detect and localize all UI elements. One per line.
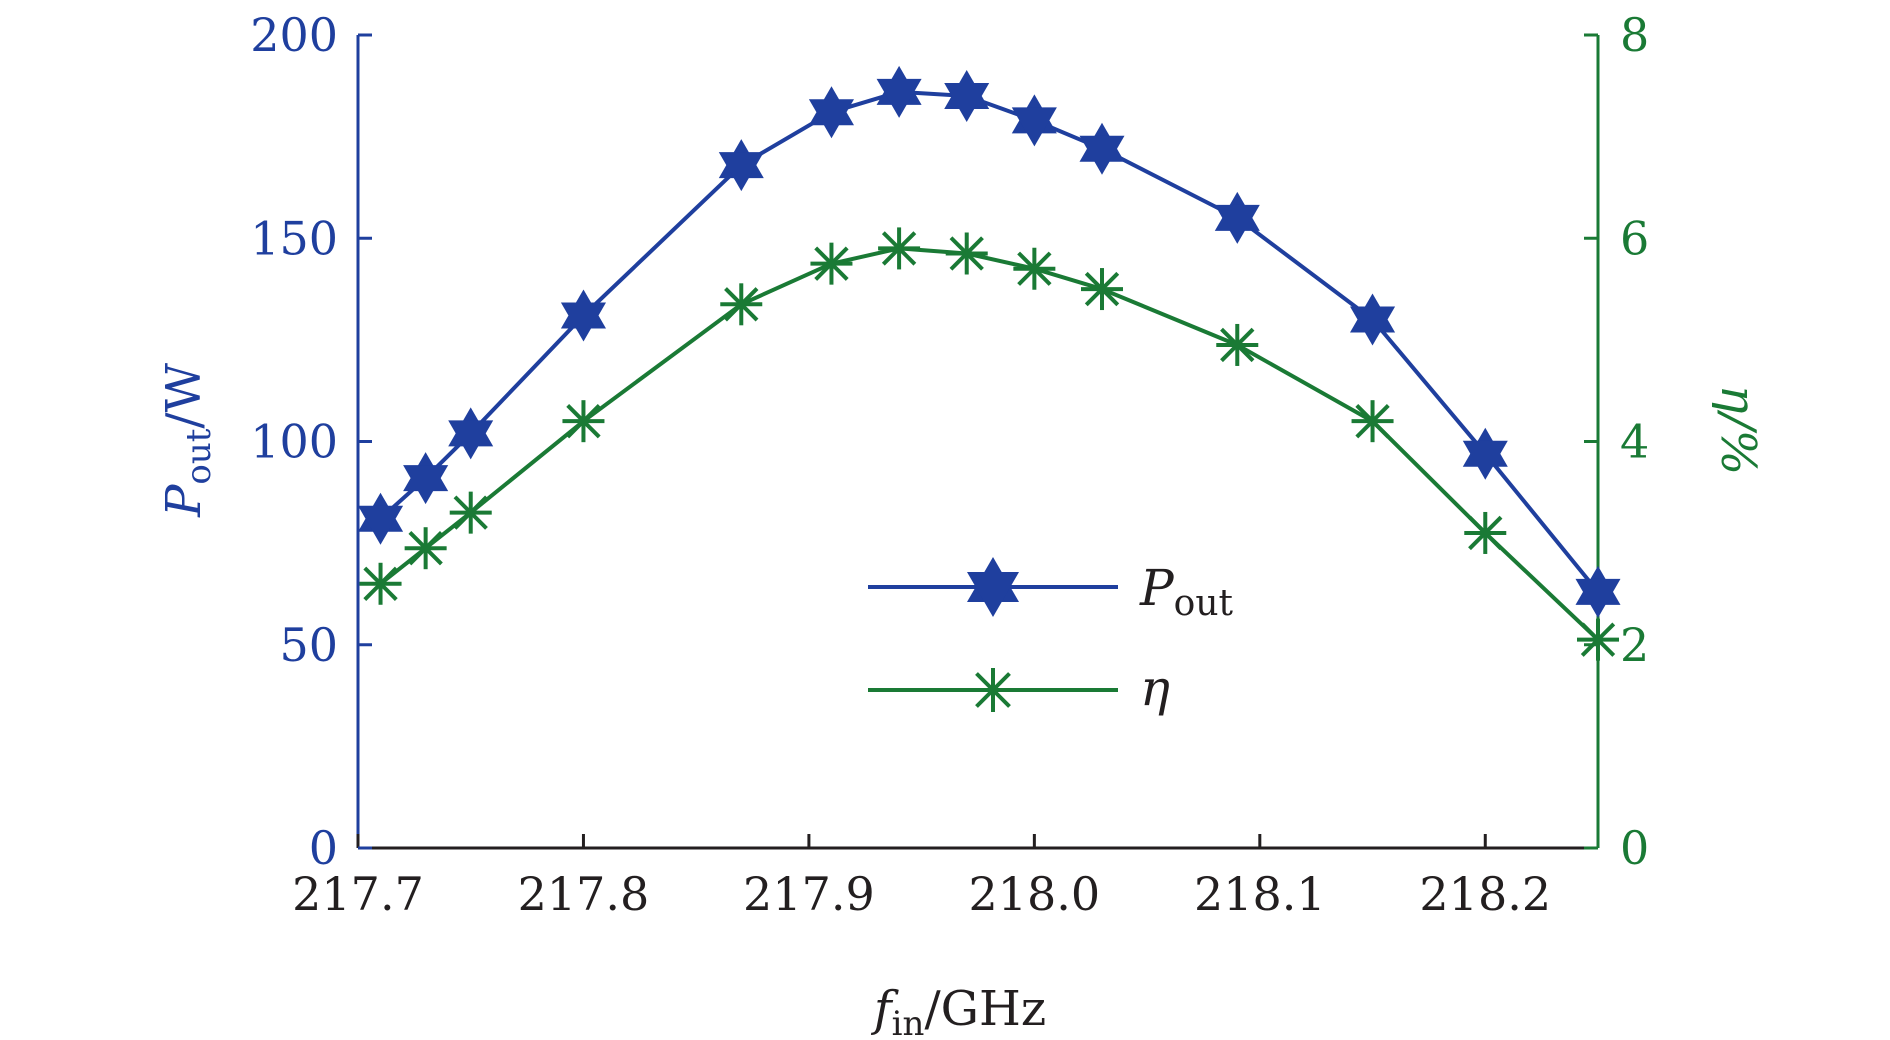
data-point-pout: [876, 65, 922, 118]
y-axis-title-left: Pout/W: [156, 362, 219, 518]
y-tick-label-right: 8: [1620, 8, 1649, 62]
data-point-eta: [1577, 618, 1619, 661]
data-point-pout-down: [1011, 107, 1057, 147]
x-tick-label: 218.2: [1419, 867, 1551, 921]
legend-entry-pout: Pout: [868, 557, 1234, 624]
x-axis-title-rest: /GHz: [924, 981, 1046, 1037]
data-point-pout-down: [448, 420, 494, 460]
data-point-eta-d2: [453, 495, 488, 530]
data-point-pout-down: [560, 302, 606, 342]
x-tick-label: 217.8: [518, 867, 650, 921]
y-tick-label-left: 50: [279, 618, 338, 672]
data-point-eta: [810, 242, 853, 285]
y-axis-title-left-main: P: [156, 484, 212, 518]
data-point-eta-d2: [1017, 251, 1052, 286]
x-tick-label: 217.7: [292, 867, 424, 921]
data-point-pout: [718, 139, 764, 192]
legend-hexagram-down: [967, 572, 1019, 617]
data-point-pout-down: [1575, 578, 1621, 618]
data-point-eta-d2: [949, 236, 984, 271]
data-point-eta-d2: [1220, 327, 1255, 363]
data-point-eta-d2: [881, 231, 917, 266]
y-axis-title-right: η/%: [1710, 385, 1766, 476]
data-point-pout-down: [876, 78, 922, 118]
data-point-eta-d2: [566, 404, 601, 439]
data-point-pout-down: [358, 505, 404, 545]
x-tick-label: 218.0: [969, 867, 1101, 921]
y-tick-label-right: 4: [1620, 415, 1649, 469]
y-tick-label-left: 0: [309, 821, 338, 875]
data-point-pout: [1575, 565, 1621, 618]
data-point-pout-down: [1079, 135, 1125, 175]
legend-marker-eta: [971, 668, 1015, 712]
data-point-eta-d2: [1084, 271, 1120, 307]
legend-asterisk: [971, 668, 1015, 712]
data-point-pout-down: [718, 152, 764, 192]
data-point-eta-d2: [724, 287, 759, 322]
data-point-eta: [945, 232, 988, 275]
ticks-layer: 217.7 217.8 217.9 218.0 218.1 218.2 0 50 100 150 2…: [250, 8, 1649, 921]
data-point-pout-down: [403, 465, 449, 505]
legend-label-pout-sub: out: [1174, 583, 1234, 624]
legend-asterisk-d2: [975, 672, 1011, 708]
data-point-pout: [448, 407, 494, 460]
legend-hexagram: [967, 557, 1019, 617]
data-point-eta: [1464, 511, 1507, 554]
data-point-pout-down: [1462, 440, 1508, 480]
y-tick-label-left: 100: [250, 415, 338, 469]
legend-label-eta: η: [1140, 659, 1170, 717]
y-tick-label-left: 200: [250, 8, 338, 62]
series-line-eta: [379, 246, 1600, 642]
plot-area: [356, 35, 1600, 850]
data-point-pout: [1079, 122, 1125, 175]
series-layer: [358, 65, 1621, 661]
data-point-eta-d2: [408, 531, 443, 566]
data-point-pout-down: [1214, 204, 1260, 244]
data-point-eta: [1216, 323, 1259, 366]
data-point-pout: [403, 452, 449, 505]
data-point-eta: [1081, 268, 1123, 311]
y-axis-title-left-sub: out: [179, 428, 219, 484]
data-point-eta: [404, 527, 447, 570]
data-point-eta: [359, 562, 402, 605]
data-point-pout: [808, 86, 854, 139]
legend-entry-eta: η: [868, 659, 1170, 717]
data-point-pout: [1011, 94, 1057, 147]
data-point-eta: [878, 227, 921, 270]
data-point-eta: [562, 400, 605, 443]
y-tick-label-right: 0: [1620, 821, 1649, 875]
data-point-pout: [944, 70, 990, 122]
data-point-eta-d2: [1355, 404, 1390, 439]
x-tick-label: 218.1: [1194, 867, 1326, 921]
y-tick-label-right: 6: [1620, 211, 1649, 265]
data-point-eta: [1013, 247, 1056, 290]
data-point-pout: [1462, 427, 1508, 480]
legend-label-pout: Pout: [1139, 559, 1234, 624]
data-point-pout-down: [808, 99, 854, 139]
data-point-pout: [560, 289, 606, 342]
data-point-eta-d2: [1580, 622, 1616, 657]
series-line-pout: [379, 89, 1600, 594]
x-axis-title: fin/GHz: [871, 981, 1046, 1040]
data-point-eta: [1351, 400, 1394, 443]
legend-label-pout-main: P: [1139, 559, 1175, 617]
data-point-pout: [1350, 293, 1396, 346]
data-point-pout-down: [944, 83, 990, 122]
x-tick-label: 217.9: [743, 867, 875, 921]
data-point-eta-d2: [363, 566, 398, 601]
x-axis-title-sub: in: [892, 1004, 925, 1040]
data-point-eta: [720, 283, 763, 326]
data-point-eta-d2: [1468, 515, 1503, 551]
data-point-pout: [358, 492, 404, 545]
y-tick-label-right: 2: [1620, 618, 1649, 672]
data-point-pout: [1214, 191, 1260, 244]
data-point-eta-d2: [814, 246, 849, 281]
y-tick-label-left: 150: [250, 211, 338, 265]
data-point-eta: [449, 491, 492, 534]
data-point-pout-down: [1350, 306, 1396, 346]
legend-marker-pout: [967, 557, 1019, 617]
y-axis-title-left-rest: /W: [156, 362, 212, 428]
legend: Pout η: [868, 557, 1234, 717]
